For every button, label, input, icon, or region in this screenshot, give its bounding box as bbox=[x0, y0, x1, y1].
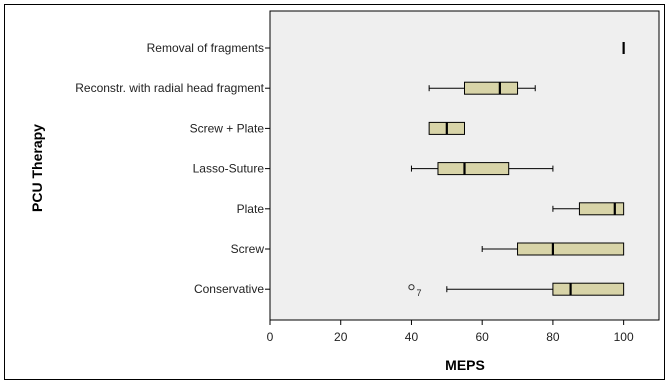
box-group bbox=[410, 162, 554, 176]
x-tick-label: 100 bbox=[614, 330, 634, 344]
y-tick-label: Conservative bbox=[194, 282, 264, 296]
y-axis-title: PCU Therapy bbox=[29, 124, 45, 212]
x-tick-label: 40 bbox=[405, 330, 419, 344]
box-group bbox=[428, 81, 536, 95]
category-layer: Removal of fragments Reconstr. with radia… bbox=[75, 41, 270, 296]
y-tick-label: Screw bbox=[231, 242, 265, 256]
y-tick-label: Screw + Plate bbox=[190, 121, 265, 135]
y-tick-label: Removal of fragments bbox=[147, 41, 264, 55]
outlier-point bbox=[408, 284, 415, 291]
x-axis-title: MEPS bbox=[445, 357, 485, 373]
iqr-box bbox=[437, 162, 510, 176]
y-tick-label: Plate bbox=[237, 202, 265, 216]
x-tick-label: 20 bbox=[334, 330, 348, 344]
y-tick-label: Lasso-Suture bbox=[193, 162, 265, 176]
box-group: 7 bbox=[408, 282, 625, 298]
box-group bbox=[552, 202, 625, 216]
x-axis: 0 20 40 60 80 100 bbox=[267, 320, 634, 344]
x-tick-label: 0 bbox=[267, 330, 274, 344]
box-group bbox=[428, 121, 465, 135]
x-tick-label: 80 bbox=[546, 330, 560, 344]
x-tick-label: 60 bbox=[476, 330, 490, 344]
iqr-box bbox=[552, 282, 625, 296]
iqr-box bbox=[464, 81, 519, 95]
iqr-box bbox=[578, 202, 625, 216]
iqr-box bbox=[517, 242, 625, 256]
box-layer: 7 bbox=[408, 42, 625, 298]
box-group bbox=[481, 242, 625, 256]
y-tick-label: Reconstr. with radial head fragment bbox=[75, 81, 264, 95]
outlier-label: 7 bbox=[416, 288, 421, 298]
